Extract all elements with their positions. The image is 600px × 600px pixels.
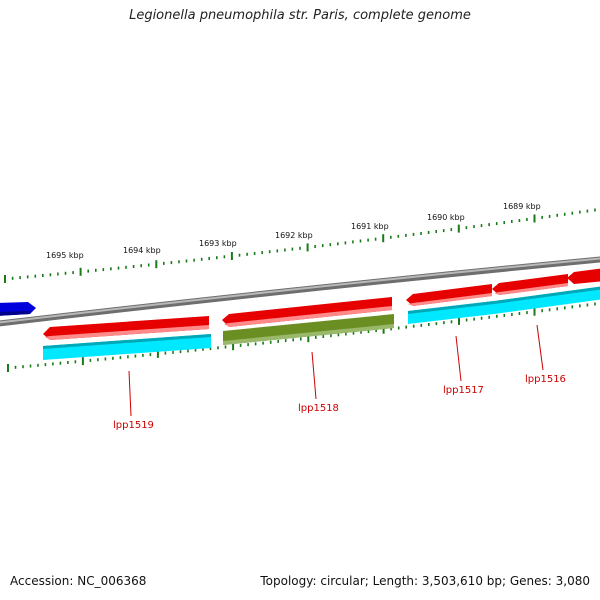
cyan-block-1: [43, 334, 211, 360]
cyan-block-2-shade: [408, 301, 494, 314]
gene-label-lpp1519: lpp1519: [113, 420, 154, 431]
gene-arrow-lpp1517: [406, 284, 492, 306]
gene-label-leaders: [128, 324, 544, 417]
scale-label-1695: 1695 kbp: [46, 251, 84, 260]
scale-label-1692: 1692 kbp: [275, 231, 313, 240]
scale-label-1689: 1689 kbp: [503, 202, 541, 211]
leader-lpp1519: [128, 370, 132, 417]
scale-label-1691: 1691 kbp: [351, 222, 389, 231]
gene-arrow-lpp1516-shade: [494, 283, 568, 295]
genome-stats-text: Topology: circular; Length: 3,503,610 bp…: [260, 574, 590, 588]
scale-label-1694: 1694 kbp: [123, 246, 161, 255]
map-title: Legionella pneumophila str. Paris, compl…: [129, 8, 471, 23]
scale-labels: 1695 kbp 1694 kbp 1693 kbp 1692 kbp 1691…: [46, 202, 541, 260]
accession-text: Accession: NC_006368: [10, 574, 147, 588]
leader-lpp1517: [455, 335, 462, 382]
gene-labels: lpp1519 lpp1518 lpp1517 lpp1516: [113, 374, 566, 431]
olive-block-shade: [223, 324, 394, 345]
cyan-block-2: [408, 301, 494, 324]
cyan-block-1-shade: [43, 334, 211, 349]
partial-blue-feature-shade: [0, 311, 30, 316]
leader-lpp1518: [311, 351, 317, 400]
gene-arrow-lpp1519-shade: [45, 325, 209, 340]
forward-strand-track: [43, 268, 600, 340]
inner-tick-ring: [7, 302, 596, 372]
gene-arrow-lpp1517-shade: [408, 293, 492, 306]
genome-backbone-highlight: [0, 257, 600, 324]
scale-tick-ring: [4, 208, 596, 283]
reverse-strand-track: [43, 286, 600, 360]
gene-label-lpp1517: lpp1517: [443, 385, 484, 396]
gene-arrow-lpp1518-shade: [224, 306, 392, 327]
gene-label-lpp1516: lpp1516: [525, 374, 566, 385]
leader-lpp1516: [536, 324, 544, 371]
cyan-block-3: [494, 286, 600, 314]
gene-label-lpp1518: lpp1518: [298, 403, 339, 414]
gene-arrow-partial-right: [567, 268, 600, 284]
scale-label-1690: 1690 kbp: [427, 213, 465, 222]
cyan-block-3-shade: [494, 286, 600, 304]
gene-arrow-lpp1516: [492, 274, 568, 295]
scale-label-1693: 1693 kbp: [199, 239, 237, 248]
